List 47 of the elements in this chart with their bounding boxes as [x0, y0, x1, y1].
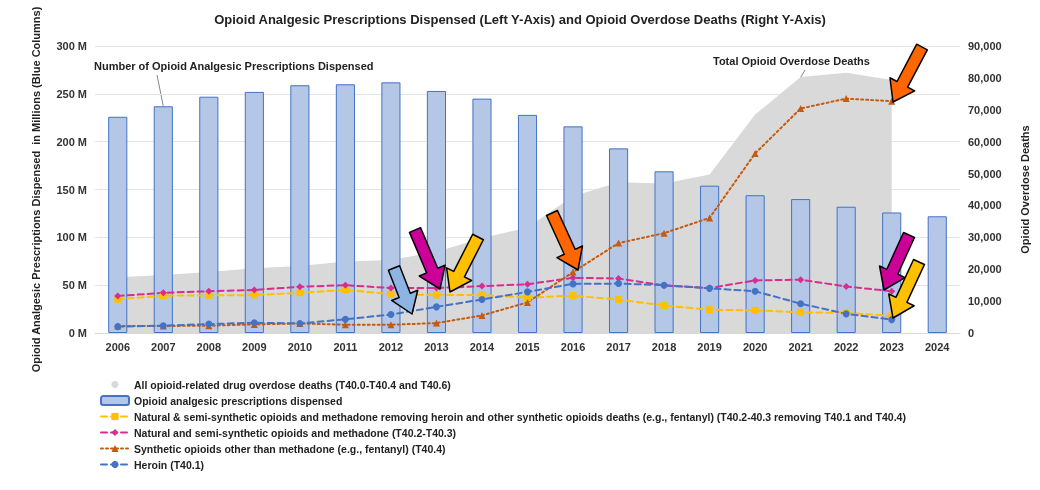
y2-tick-label: 20,000: [968, 263, 1002, 276]
y2-axis-title: Opioid Overdose Deaths: [1019, 125, 1031, 254]
y2-tick-label: 60,000: [968, 135, 1002, 148]
x-tick-label: 2022: [833, 340, 859, 353]
y2-tick-label: 10,000: [968, 295, 1002, 308]
x-tick-label: 2015: [515, 340, 540, 353]
x-tick-label: 2011: [333, 340, 358, 353]
x-tick-label: 2006: [105, 340, 131, 353]
y2-tick-label: 40,000: [968, 199, 1002, 212]
y-tick-label: 0 M: [68, 327, 87, 339]
chart-title: Opioid Analgesic Prescriptions Dispensed (Left Y-Axis) and Opioid Overdose Deaths (Right Y-Axis): [214, 12, 826, 27]
x-tick-label: 2023: [879, 340, 904, 353]
y-tick-label: 300 M: [56, 40, 87, 52]
y2-tick-label: 30,000: [968, 231, 1002, 244]
y2-tick-label: 80,000: [968, 71, 1002, 84]
y2-tick-label: 70,000: [968, 103, 1002, 116]
x-tick-label: 2009: [242, 340, 267, 353]
x-tick-label: 2013: [424, 340, 449, 353]
y-axis-title: Opioid Analgesic Prescriptions Dispensed in Millions (Blue Columns): [30, 6, 42, 373]
y-tick-label: 100 M: [56, 231, 87, 244]
y-tick-label: 200 M: [56, 135, 87, 148]
x-tick-label: 2021: [788, 340, 813, 353]
y-tick-label: 250 M: [56, 87, 87, 100]
legend-label: Natural & semi-synthetic opioids and methadone removing heroin and other synthetic opioids deaths (e.g., fentanyl) (T40.2-40.3 removing T40.1 and T40.4): [134, 410, 906, 423]
y-tick-label: 50 M: [62, 279, 87, 292]
x-tick-label: 2020: [742, 340, 768, 353]
legend-label: Heroin (T40.1): [134, 458, 205, 471]
x-tick-label: 2016: [560, 340, 586, 353]
x-tick-label: 2008: [196, 340, 222, 353]
x-tick-label: 2007: [151, 340, 176, 353]
x-tick-label: 2018: [651, 340, 677, 353]
legend-label: Synthetic opioids other than methadone (e.g., fentanyl) (T40.4): [134, 442, 446, 455]
x-tick-label: 2012: [378, 340, 404, 353]
y2-tick-label: 90,000: [968, 40, 1002, 52]
y2-tick-label: 0: [968, 327, 975, 339]
x-tick-label: 2014: [469, 340, 496, 353]
x-tick-label: 2019: [697, 340, 722, 353]
legend-label: Opioid analgesic prescriptions dispensed: [134, 394, 343, 407]
legend-label: Natural and semi-synthetic opioids and methadone (T40.2-T40.3): [134, 426, 457, 439]
annotation: Number of Opioid Analgesic Prescriptions Dispensed: [94, 59, 374, 72]
x-tick-label: 2024: [924, 340, 951, 353]
x-tick-label: 2017: [606, 340, 631, 353]
x-tick-label: 2010: [287, 340, 313, 353]
annotation: Total Opioid Overdose Deaths: [713, 54, 870, 67]
y2-tick-label: 50,000: [968, 167, 1002, 180]
legend-label: All opioid-related drug overdose deaths (T40.0-T40.4 and T40.6): [134, 378, 451, 391]
y-tick-label: 150 M: [56, 183, 87, 196]
